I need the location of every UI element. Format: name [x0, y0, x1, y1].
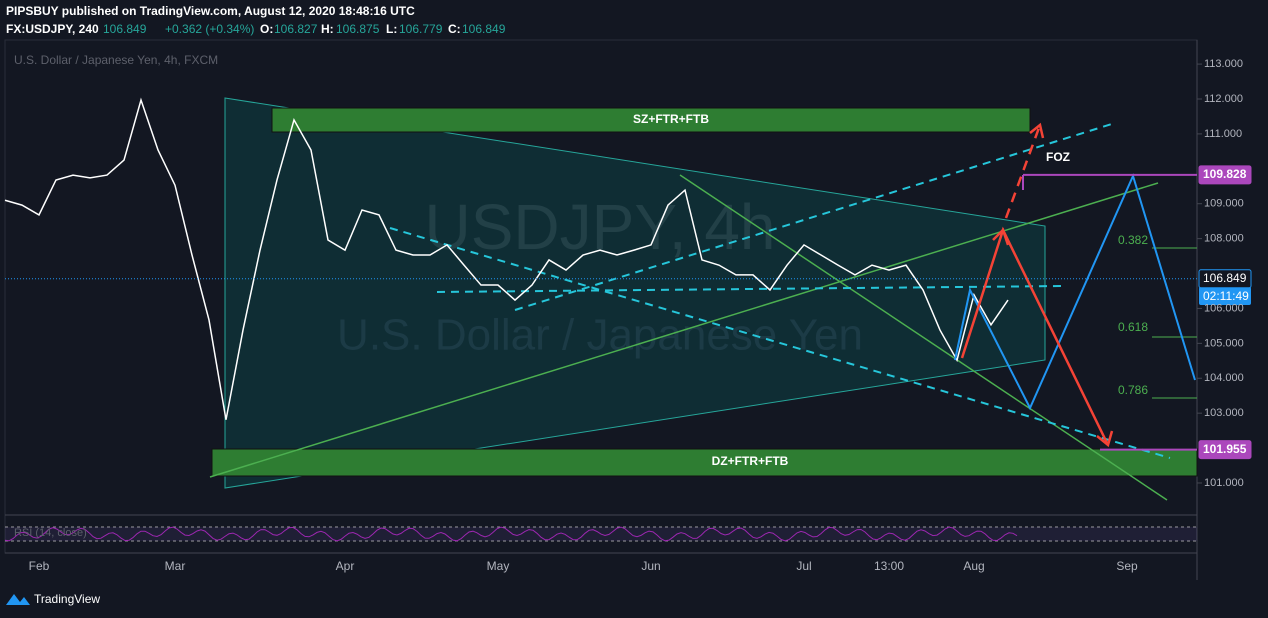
y-tick-label: 104.000 — [1204, 372, 1244, 384]
o: 106.827 — [274, 22, 318, 36]
arrowhead — [1096, 430, 1114, 448]
x-tick-label: Jun — [641, 559, 660, 573]
fib-label: 0.786 — [1118, 383, 1148, 397]
arrowhead — [1029, 122, 1045, 139]
footer: TradingView — [34, 592, 100, 606]
price-tag-bg — [1198, 165, 1252, 185]
countdown: 02:11:49 — [1203, 289, 1249, 303]
x-tick-label: Sep — [1116, 559, 1138, 573]
symbol: FX:USDJPY, 240 — [6, 22, 99, 36]
legend: U.S. Dollar / Japanese Yen, 4h, FXCM — [14, 53, 218, 67]
y-tick-label: 113.000 — [1204, 58, 1243, 70]
y-tick-label: 112.000 — [1204, 93, 1243, 105]
price-line — [4, 97, 1009, 420]
trendline — [679, 174, 1168, 501]
c-label: C: — [448, 22, 461, 36]
dashed-line — [389, 227, 1171, 459]
rsi-line — [4, 526, 1018, 542]
y-tick-label: 101.000 — [1204, 477, 1244, 489]
x-tick-label: Aug — [963, 559, 984, 573]
supply-zone — [271, 107, 1031, 133]
publisher: PIPSBUY published on TradingView.com, Au… — [6, 4, 415, 18]
dashed-line — [436, 285, 1066, 293]
o-label: O: — [260, 22, 273, 36]
h: 106.875 — [336, 22, 380, 36]
arrowhead — [992, 227, 1010, 246]
fib-label: 0.382 — [1118, 233, 1148, 247]
x-tick-label: 13:00 — [874, 559, 904, 573]
y-tick-label: 105.000 — [1204, 337, 1244, 349]
foz-label: FOZ — [1046, 150, 1070, 164]
countdown-bg — [1199, 287, 1251, 305]
l: 106.779 — [399, 22, 443, 36]
price-tag-label: 109.828 — [1203, 167, 1247, 181]
x-tick-label: Mar — [165, 559, 186, 573]
last: 106.849 — [103, 22, 147, 36]
projection-blue — [954, 173, 1196, 411]
x-tick-label: Jul — [796, 559, 811, 573]
watermark-name: U.S. Dollar / Japanese Yen — [337, 311, 863, 360]
demand-label: DZ+FTR+FTB — [712, 454, 789, 468]
supply-label: SZ+FTR+FTB — [633, 112, 709, 126]
c: 106.849 — [462, 22, 506, 36]
x-tick-label: Apr — [336, 559, 355, 573]
y-tick-label: 103.000 — [1204, 407, 1244, 419]
fib-label: 0.618 — [1118, 320, 1148, 334]
x-tick-label: Feb — [29, 559, 50, 573]
logo — [6, 594, 30, 605]
h-label: H: — [321, 22, 334, 36]
y-tick-label: 108.000 — [1204, 233, 1244, 245]
wedge — [224, 97, 1046, 489]
l-label: L: — [386, 22, 397, 36]
price-tag-bg — [1198, 440, 1252, 460]
x-tick-label: May — [487, 559, 510, 573]
rsi-label: RSI (14, close) — [14, 527, 87, 539]
price-tag-label: 106.849 — [1203, 271, 1247, 285]
change: +0.362 (+0.34%) — [165, 22, 254, 36]
price-tag-bg — [1198, 269, 1252, 289]
y-tick-label: 106.000 — [1204, 302, 1244, 314]
y-tick-label: 111.000 — [1204, 128, 1242, 140]
demand-zone — [211, 448, 1198, 477]
series-layer — [4, 97, 1009, 420]
price-tag-label: 101.955 — [1203, 442, 1247, 456]
y-tick-label: 109.000 — [1204, 198, 1244, 210]
